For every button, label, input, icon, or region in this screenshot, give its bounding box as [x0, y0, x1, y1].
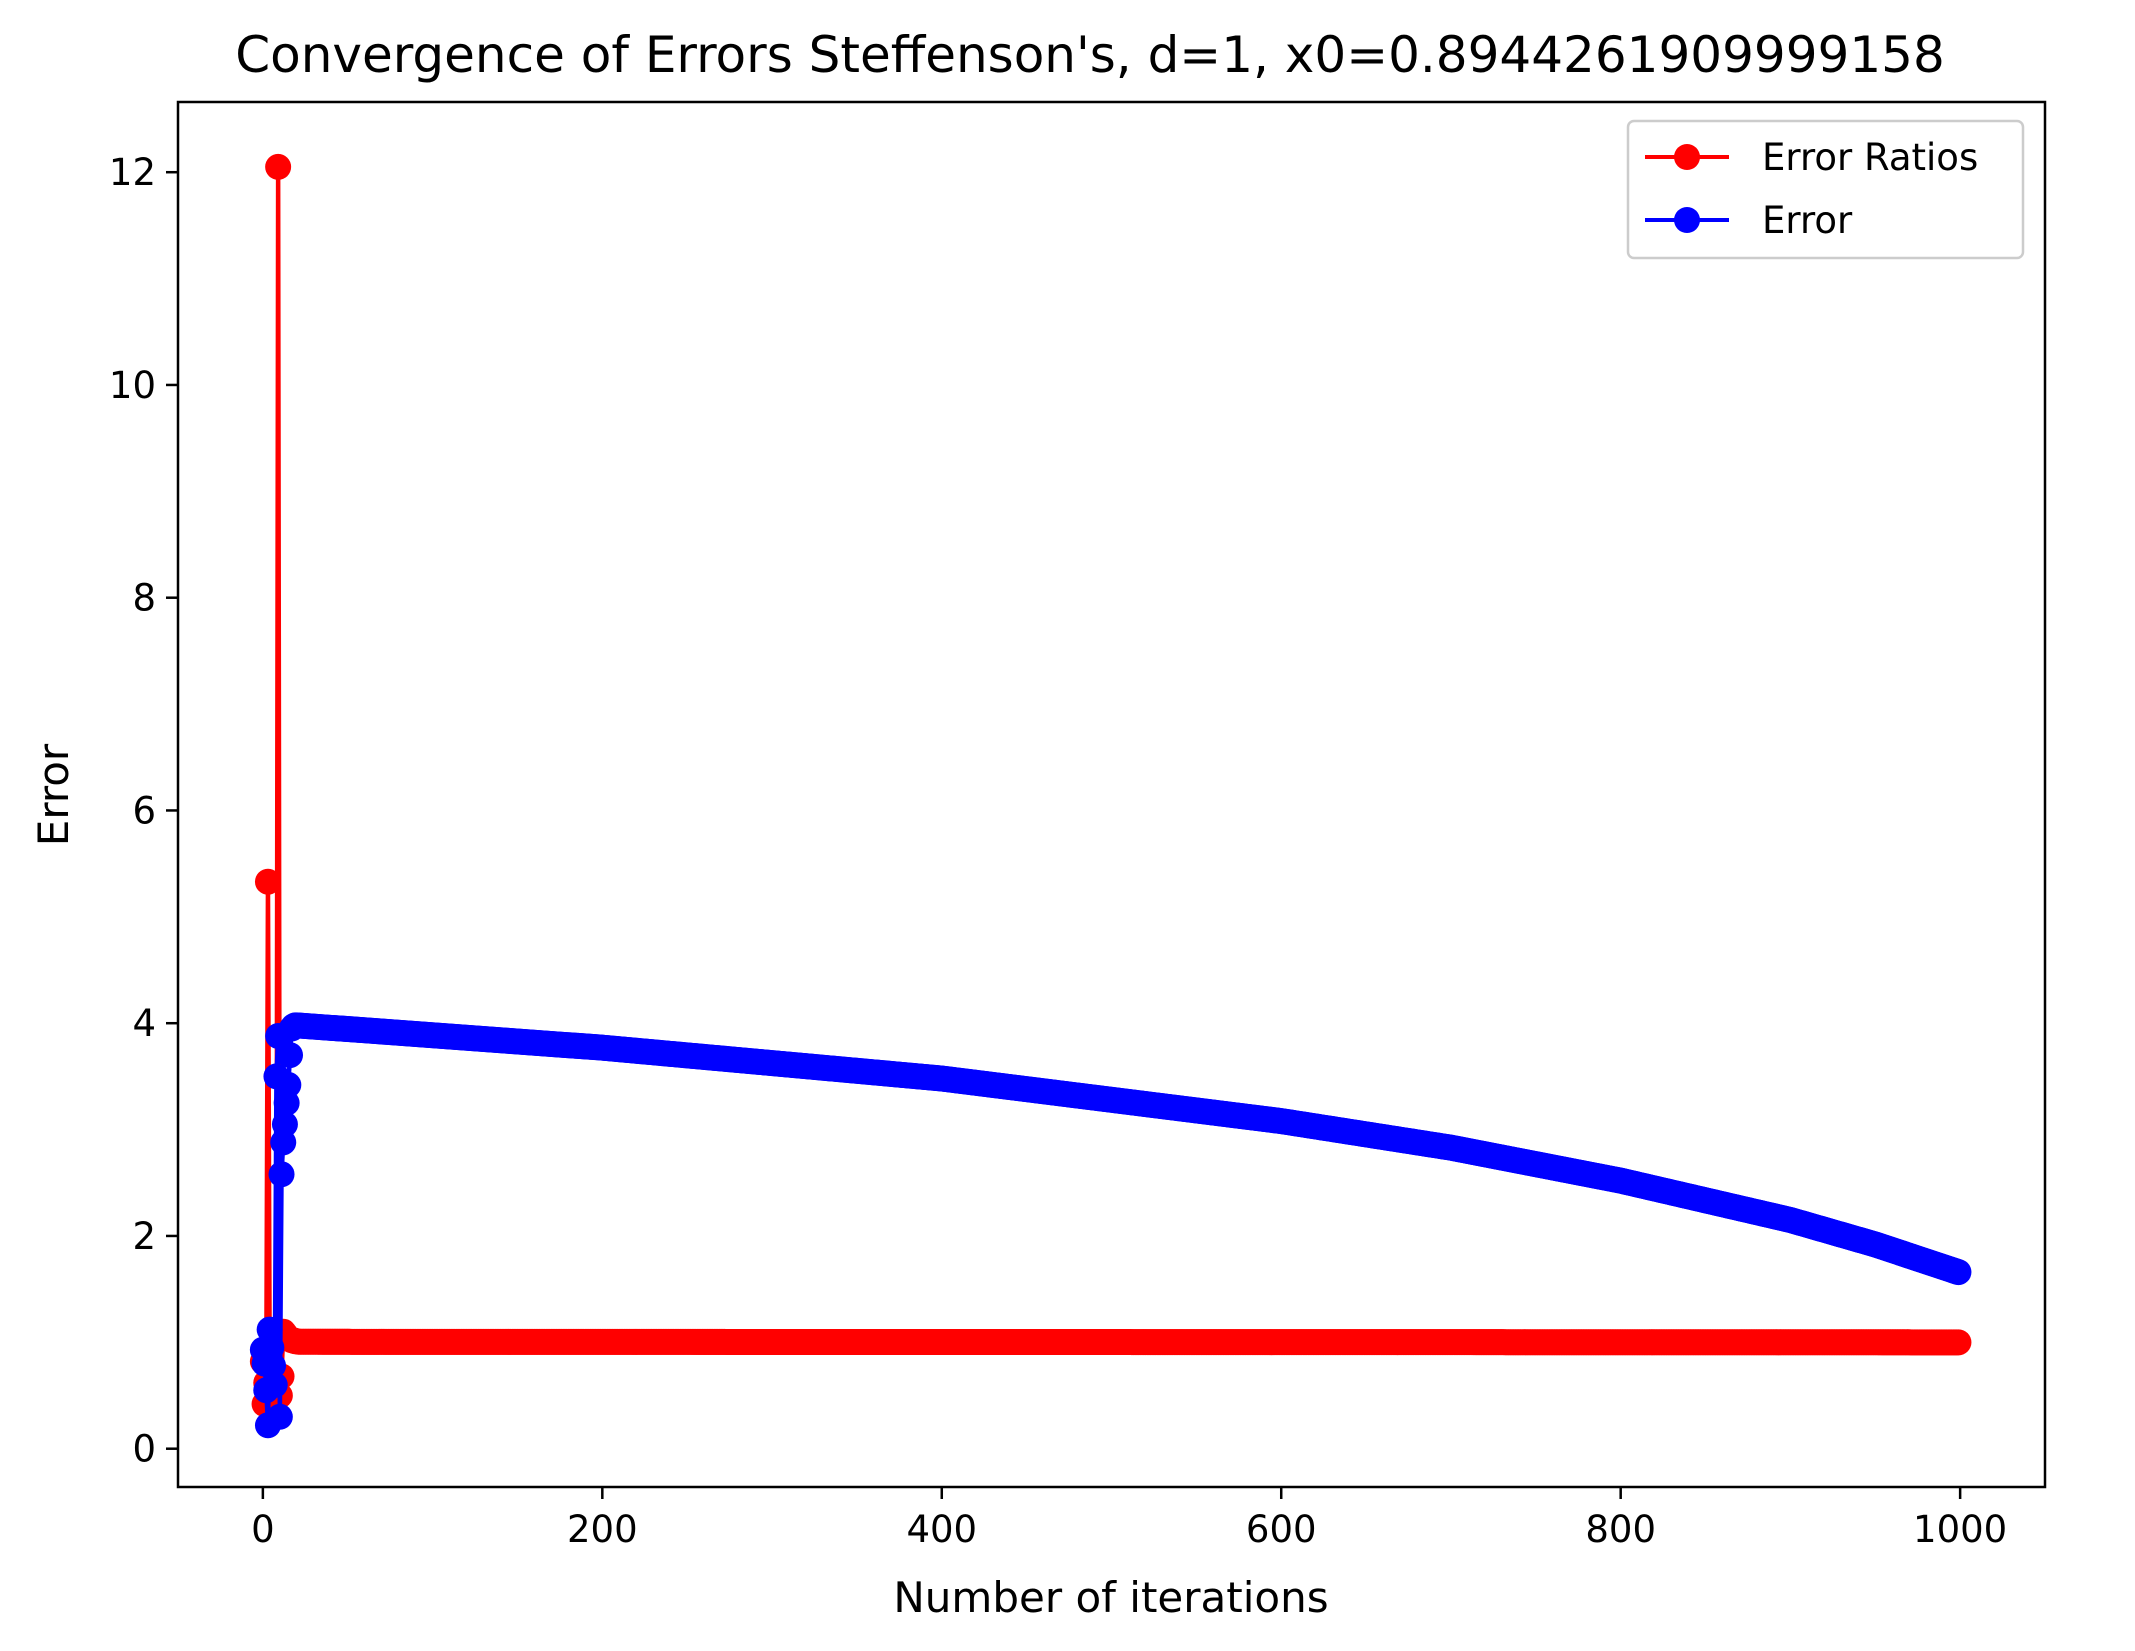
y-axis-ticks: 0 2 4 6 8 10 12	[109, 151, 178, 1471]
data-point	[271, 1111, 298, 1138]
data-point	[275, 1071, 302, 1098]
x-axis-label: Number of iterations	[893, 1573, 1328, 1622]
x-tick-label: 1000	[1913, 1508, 2007, 1551]
data-point	[277, 1042, 304, 1069]
y-tick-label: 4	[132, 1002, 156, 1045]
x-tick-label: 200	[567, 1508, 638, 1551]
legend-swatch-marker-error-ratios	[1674, 144, 1700, 170]
y-axis-label: Error	[29, 743, 78, 846]
y-tick-label: 0	[132, 1428, 156, 1471]
data-point	[260, 1352, 287, 1379]
x-tick-label: 0	[251, 1508, 275, 1551]
x-axis-ticks: 0 200 400 600 800 1000	[251, 1487, 2007, 1551]
data-point	[265, 153, 292, 180]
legend: Error Ratios Error	[1626, 119, 2025, 260]
data-point	[254, 868, 281, 895]
series-layer	[249, 153, 1972, 1439]
series-error-ratios	[249, 153, 1972, 1418]
x-tick-label: 600	[1246, 1508, 1317, 1551]
legend-label-error-ratios: Error Ratios	[1762, 136, 1978, 179]
plot-area: 0 200 400 600 800 1000 0 2 4 6 8 10 12	[109, 100, 2047, 1551]
x-tick-label: 800	[1585, 1508, 1656, 1551]
data-point	[266, 1403, 293, 1430]
axes-frame	[176, 100, 2047, 1489]
legend-swatch-marker-error	[1674, 207, 1700, 233]
x-tick-label: 400	[906, 1508, 977, 1551]
data-point	[1945, 1259, 1972, 1286]
chart-title: Convergence of Errors Steffenson's, d=1,…	[235, 26, 1945, 84]
y-tick-label: 2	[132, 1215, 156, 1258]
y-tick-label: 10	[109, 364, 156, 407]
series-error	[249, 1012, 1972, 1439]
y-tick-label: 12	[109, 151, 156, 194]
y-tick-label: 8	[132, 577, 156, 620]
data-point	[268, 1161, 295, 1188]
legend-label-error: Error	[1762, 199, 1853, 242]
data-point	[1945, 1329, 1972, 1356]
y-tick-label: 6	[132, 789, 156, 832]
data-point	[261, 1371, 288, 1398]
